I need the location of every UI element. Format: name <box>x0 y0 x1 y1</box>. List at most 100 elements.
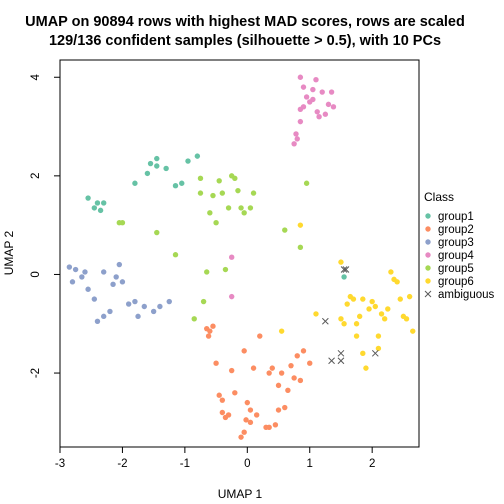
point-group5 <box>241 210 247 216</box>
point-group1 <box>194 153 201 159</box>
point-group2 <box>219 409 226 416</box>
point-group3 <box>101 269 107 275</box>
point-group5 <box>216 178 222 184</box>
legend-marker-ambiguous <box>424 290 432 298</box>
point-group4 <box>297 74 304 80</box>
point-group3 <box>85 286 91 292</box>
point-group6 <box>378 311 385 317</box>
point-group1 <box>85 195 91 201</box>
point-group2 <box>219 397 226 403</box>
point-group3 <box>150 308 157 315</box>
point-group4 <box>291 141 297 147</box>
point-group4 <box>316 113 322 120</box>
point-group6 <box>366 306 372 312</box>
x-tick-label: -2 <box>117 458 127 470</box>
point-group6 <box>375 333 382 339</box>
point-group4 <box>310 86 316 93</box>
point-group1 <box>154 163 160 169</box>
point-group3 <box>66 264 73 270</box>
point-group2 <box>216 392 222 398</box>
point-group2 <box>225 412 232 418</box>
point-group4 <box>322 111 329 117</box>
point-group2 <box>272 422 279 428</box>
point-group1 <box>132 180 138 186</box>
point-group1 <box>179 180 185 186</box>
point-group2 <box>241 348 247 354</box>
point-group5 <box>222 266 229 273</box>
legend-label-group5: group5 <box>438 263 474 275</box>
point-group6 <box>353 333 360 339</box>
point-group4 <box>330 104 337 110</box>
point-group4 <box>293 131 299 137</box>
y-axis: -2 0 2 4 <box>30 73 61 378</box>
point-group5 <box>197 190 204 196</box>
point-group6 <box>403 316 410 322</box>
point-group5 <box>250 190 257 196</box>
point-group4 <box>310 96 316 103</box>
x-axis: -3 -2 -1 0 1 2 <box>55 446 375 470</box>
point-group6 <box>356 313 363 320</box>
point-group5 <box>200 298 207 305</box>
x-tick-label: -1 <box>180 458 190 470</box>
point-group2 <box>253 412 260 418</box>
point-group6 <box>338 259 344 265</box>
y-tick-label: -2 <box>30 368 42 378</box>
point-group2 <box>285 387 291 394</box>
point-group3 <box>69 279 76 285</box>
point-group3 <box>113 274 119 280</box>
point-group6 <box>363 365 369 371</box>
point-group4 <box>228 254 235 260</box>
point-group2 <box>291 375 297 381</box>
point-group6 <box>360 296 366 302</box>
point-group5 <box>204 269 210 275</box>
point-group2 <box>275 407 282 413</box>
point-group3 <box>110 281 116 288</box>
point-group2 <box>210 323 216 329</box>
point-group5 <box>235 187 241 194</box>
point-group5 <box>210 192 216 199</box>
point-group6 <box>350 296 357 302</box>
point-group2 <box>282 404 288 411</box>
legend-marker-group3 <box>425 239 431 245</box>
legend-label-group2: group2 <box>438 224 474 236</box>
x-tick-label: 1 <box>307 458 313 470</box>
point-ambiguous <box>321 317 329 325</box>
x-tick-label: 2 <box>369 458 375 470</box>
point-group4 <box>325 101 332 108</box>
point-group6 <box>278 328 285 334</box>
point-group2 <box>297 377 304 384</box>
point-group3 <box>79 274 85 280</box>
point-group6 <box>372 303 378 310</box>
point-group5 <box>119 219 126 226</box>
point-group2 <box>257 333 263 339</box>
point-group2 <box>288 362 294 369</box>
point-group2 <box>244 399 251 406</box>
point-ambiguous <box>340 266 348 273</box>
point-group5 <box>219 190 226 196</box>
point-group1 <box>147 160 154 167</box>
point-group5 <box>172 252 179 258</box>
chart-title-line-2: 129/136 confident samples (silhouette > … <box>49 33 441 49</box>
point-group3 <box>101 313 107 320</box>
point-group6 <box>388 269 394 275</box>
point-group1 <box>144 170 151 177</box>
legend-marker-group1 <box>425 213 431 219</box>
point-group1 <box>94 200 101 206</box>
point-group4 <box>297 118 304 125</box>
point-group6 <box>406 293 413 300</box>
point-group6 <box>360 350 366 357</box>
point-group2 <box>243 417 249 423</box>
point-group6 <box>394 279 400 285</box>
point-group6 <box>313 311 319 317</box>
point-group2 <box>266 424 272 430</box>
point-group6 <box>375 345 382 352</box>
point-group5 <box>191 316 197 322</box>
legend-title: Class <box>424 190 454 204</box>
point-group4 <box>228 293 235 300</box>
point-ambiguous <box>342 266 350 273</box>
point-group2 <box>269 365 275 371</box>
point-group1 <box>91 205 98 211</box>
point-group5 <box>207 210 213 216</box>
point-group6 <box>385 306 391 312</box>
point-group2 <box>307 360 313 366</box>
